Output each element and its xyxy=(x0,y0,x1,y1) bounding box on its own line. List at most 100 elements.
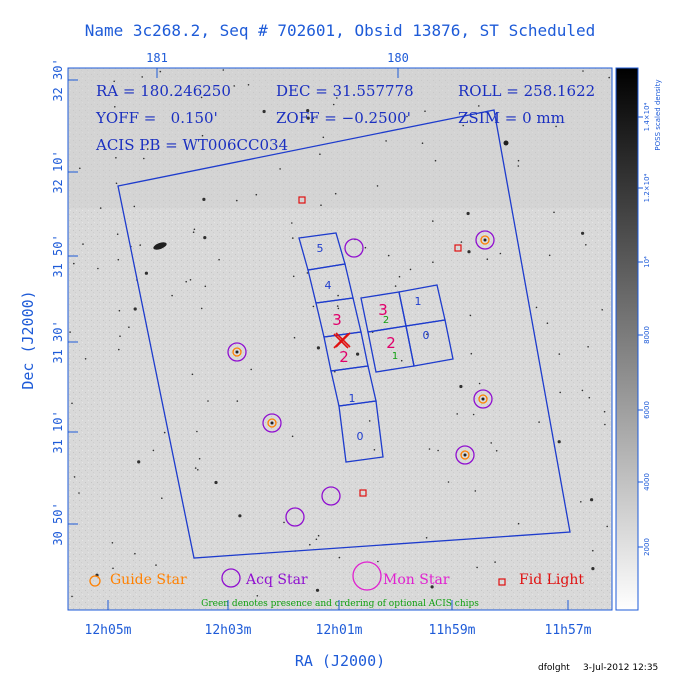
background-star xyxy=(69,331,71,333)
background-star xyxy=(337,307,340,310)
background-star xyxy=(185,280,187,283)
background-star xyxy=(553,211,555,214)
background-star xyxy=(196,430,198,433)
background-star xyxy=(546,322,549,325)
background-star xyxy=(71,402,73,405)
s-chip-5: 5 xyxy=(317,242,324,255)
background-star xyxy=(128,326,130,329)
background-star xyxy=(84,358,87,360)
background-star xyxy=(592,549,594,552)
background-star xyxy=(336,305,339,307)
background-star xyxy=(316,346,320,350)
x-top-tick-label: 181 xyxy=(146,51,168,65)
background-star xyxy=(119,335,121,338)
background-star xyxy=(478,105,480,107)
i-chip-2-opt: 1 xyxy=(392,351,398,362)
background-stars xyxy=(69,69,610,598)
background-star xyxy=(320,204,322,206)
background-star xyxy=(292,275,295,278)
background-star xyxy=(71,595,73,598)
background-star xyxy=(319,153,321,155)
background-star xyxy=(193,228,196,231)
i-chip-3-opt: 2 xyxy=(383,315,389,326)
background-star xyxy=(97,267,99,270)
y-tick-label: 31 50' xyxy=(51,234,65,277)
background-star xyxy=(582,70,584,72)
background-star xyxy=(398,275,401,278)
background-star xyxy=(428,448,431,450)
zsim-readout: ZSIM = 0 mm xyxy=(458,109,565,127)
background-star xyxy=(601,309,603,311)
background-star xyxy=(155,564,157,566)
x-tick-label: 12h05m xyxy=(85,623,132,638)
x-tick-label: 11h57m xyxy=(545,623,592,638)
legend-guide-label: Guide Star xyxy=(110,572,187,588)
background-star xyxy=(292,237,294,239)
background-star xyxy=(588,396,591,399)
background-star xyxy=(432,220,434,222)
background-star xyxy=(203,236,207,240)
background-star xyxy=(517,522,520,525)
background-star xyxy=(218,258,220,261)
background-star xyxy=(152,449,155,452)
background-star xyxy=(424,110,426,112)
i-chip-1: 1 xyxy=(415,295,422,308)
background-star xyxy=(499,252,502,255)
background-star xyxy=(291,222,293,224)
colorbar-tick-label: 8000 xyxy=(643,326,651,344)
background-star xyxy=(114,106,116,108)
background-star xyxy=(279,168,281,170)
roll-readout: ROLL = 258.1622 xyxy=(458,82,595,100)
background-star xyxy=(141,76,143,78)
background-star xyxy=(495,450,498,452)
background-star xyxy=(146,148,149,150)
background-star xyxy=(606,525,608,528)
background-star xyxy=(400,359,403,362)
background-star xyxy=(112,567,114,570)
background-star xyxy=(332,103,335,106)
background-star xyxy=(581,389,584,392)
field-outline xyxy=(117,109,571,559)
background-star xyxy=(118,309,121,312)
background-star xyxy=(608,76,610,79)
y-tick-label: 32 30' xyxy=(51,58,65,101)
x-tick-label: 12h01m xyxy=(316,623,363,638)
i-array-chips xyxy=(360,284,454,373)
background-star xyxy=(558,353,561,355)
background-star xyxy=(134,552,136,555)
background-star xyxy=(161,497,163,500)
background-star xyxy=(334,370,336,373)
background-star xyxy=(557,440,561,444)
background-star xyxy=(222,69,225,71)
background-star xyxy=(118,348,120,351)
background-star xyxy=(255,193,258,196)
background-star xyxy=(137,460,141,464)
background-star xyxy=(306,272,309,274)
background-star xyxy=(262,109,266,114)
zoff-readout: ZOFF = −0.2500' xyxy=(276,109,411,127)
background-star xyxy=(517,159,520,162)
background-star xyxy=(466,211,470,216)
s-chip-2: 2 xyxy=(339,348,349,366)
dec-readout: DEC = 31.557778 xyxy=(276,82,414,100)
background-star xyxy=(78,492,80,494)
background-star xyxy=(447,481,450,483)
background-star xyxy=(200,96,203,99)
fid-lights xyxy=(298,196,462,497)
background-star xyxy=(201,134,204,137)
background-star xyxy=(337,294,339,297)
footer-date: 3-Jul-2012 12:35 xyxy=(583,663,658,673)
background-star xyxy=(194,467,197,469)
background-star xyxy=(82,243,84,245)
background-star xyxy=(385,140,387,142)
background-star xyxy=(437,449,439,452)
background-star xyxy=(364,246,367,249)
background-star xyxy=(202,197,206,201)
background-star xyxy=(159,70,162,73)
background-star xyxy=(144,271,148,275)
sky-shade xyxy=(68,68,612,208)
background-star xyxy=(548,579,550,581)
y-tick-label: 32 10' xyxy=(51,150,65,193)
colorbar-tick-label: 1.4×10⁴ xyxy=(643,102,651,131)
